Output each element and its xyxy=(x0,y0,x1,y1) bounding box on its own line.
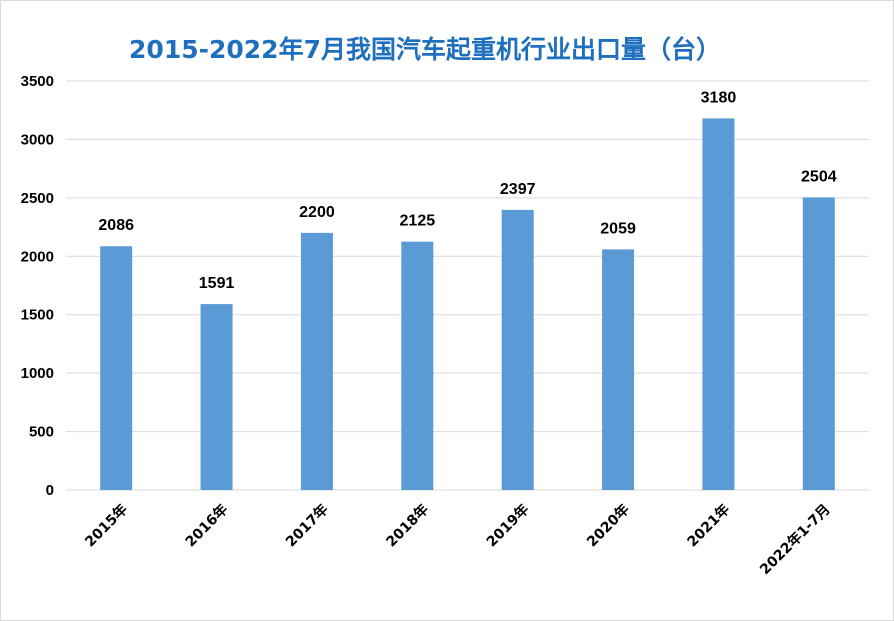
x-tick-label: 2021年 xyxy=(684,501,733,550)
y-tick-label: 3500 xyxy=(21,73,54,90)
x-tick-label: 2018年 xyxy=(383,501,432,550)
y-tick-label: 2000 xyxy=(21,248,54,265)
data-label: 3180 xyxy=(701,89,737,106)
y-tick-label: 1000 xyxy=(21,365,54,382)
y-tick-label: 1500 xyxy=(21,307,54,324)
data-label: 2125 xyxy=(400,213,436,230)
y-tick-label: 0 xyxy=(46,482,54,499)
bar-1 xyxy=(200,304,233,490)
data-label: 2397 xyxy=(500,181,536,198)
data-label: 2086 xyxy=(98,217,134,234)
y-tick-label: 500 xyxy=(29,424,54,441)
bar-3 xyxy=(401,241,434,490)
x-tick-label: 2016年 xyxy=(182,501,231,550)
chart-title: 2015-2022年7月我国汽车起重机行业出口量（台） xyxy=(129,35,721,64)
x-tick-label: 2020年 xyxy=(583,501,632,550)
y-tick-label: 3000 xyxy=(21,131,54,148)
x-tick-label: 2017年 xyxy=(282,501,331,550)
data-label: 1591 xyxy=(199,275,235,292)
bar-4 xyxy=(501,209,534,490)
x-tick-label: 2022年1-7月 xyxy=(756,501,833,578)
bar-0 xyxy=(100,246,133,490)
bar-5 xyxy=(602,249,635,490)
data-label: 2059 xyxy=(600,220,636,237)
x-tick-label: 2015年 xyxy=(82,501,131,550)
bar-2 xyxy=(300,232,333,490)
y-tick-label: 2500 xyxy=(21,190,54,207)
data-label: 2504 xyxy=(801,168,837,185)
x-tick-label: 2019年 xyxy=(483,501,532,550)
bar-7 xyxy=(802,197,835,490)
data-label: 2200 xyxy=(299,204,335,221)
bar-6 xyxy=(702,118,735,490)
